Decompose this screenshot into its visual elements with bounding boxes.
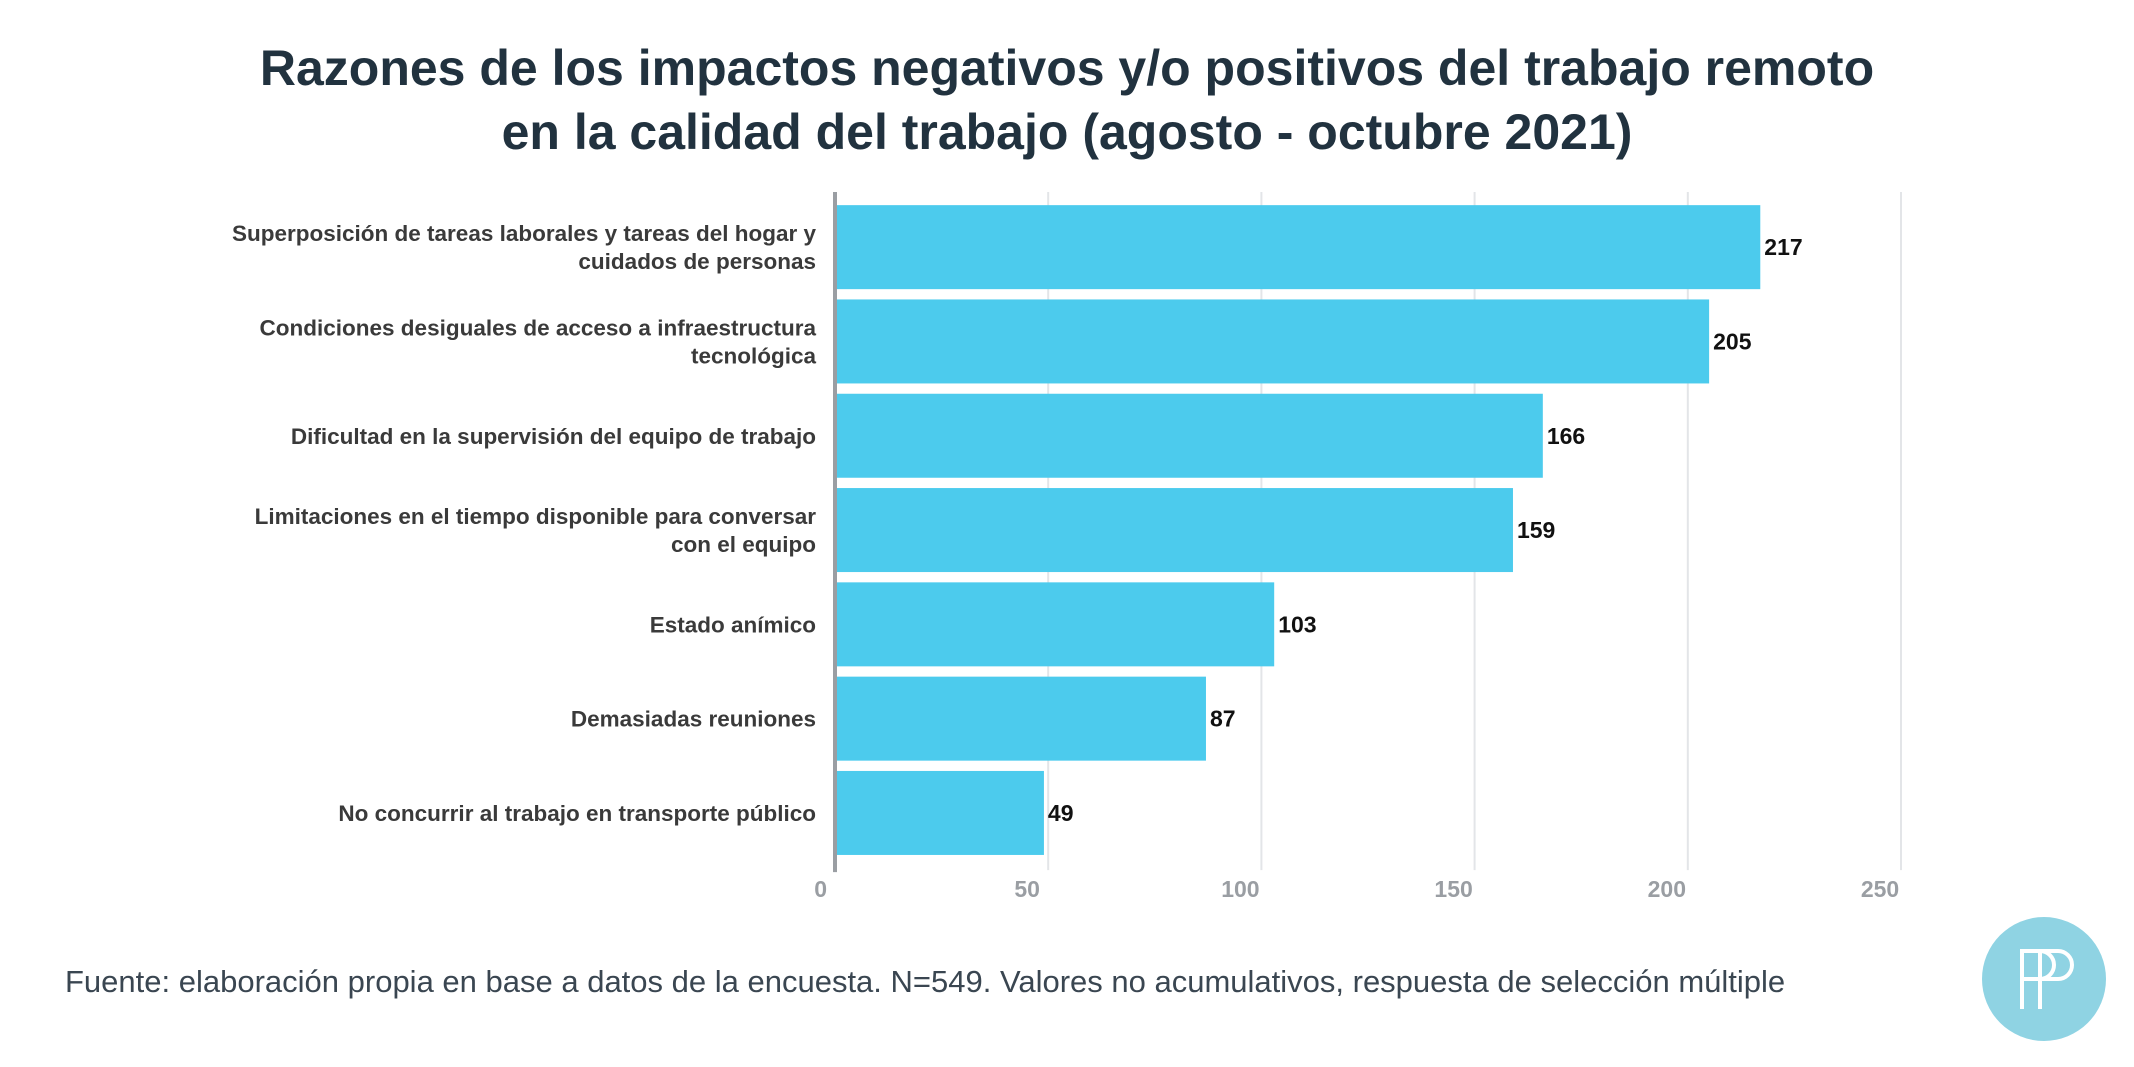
bar-value-label: 103 bbox=[1278, 611, 1316, 637]
x-tick-label: 50 bbox=[1014, 876, 1040, 902]
category-label: Limitaciones en el tiempo disponible par… bbox=[255, 504, 817, 529]
bar-value-label: 159 bbox=[1517, 517, 1555, 543]
bar-value-label: 49 bbox=[1048, 800, 1074, 826]
category-label: tecnológica bbox=[691, 343, 817, 368]
x-tick-label: 100 bbox=[1221, 876, 1259, 902]
category-label: Estado anímico bbox=[650, 612, 816, 637]
category-label: Condiciones desiguales de acceso a infra… bbox=[260, 315, 817, 340]
category-label: con el equipo bbox=[671, 532, 816, 557]
bar bbox=[835, 393, 1543, 478]
x-tick-label: 250 bbox=[1861, 876, 1899, 902]
bar bbox=[835, 488, 1513, 573]
bar bbox=[835, 299, 1710, 384]
x-tick-label: 0 bbox=[814, 876, 827, 902]
chart-title-line-2: en la calidad del trabajo (agosto - octu… bbox=[501, 104, 1633, 160]
x-tick-label: 150 bbox=[1434, 876, 1472, 902]
category-label: Dificultad en la supervisión del equipo … bbox=[291, 424, 816, 449]
bar bbox=[835, 205, 1761, 290]
chart-title-line-1: Razones de los impactos negativos y/o po… bbox=[259, 40, 1875, 96]
bar-value-label: 166 bbox=[1547, 423, 1585, 449]
bar bbox=[835, 676, 1206, 761]
category-label: Superposición de tareas laborales y tare… bbox=[232, 221, 816, 246]
bar-value-label: 205 bbox=[1713, 328, 1752, 354]
x-tick-label: 200 bbox=[1648, 876, 1686, 902]
bar-chart: 217 Superposición de tareas laborales y t… bbox=[232, 192, 1902, 902]
bar-value-label: 217 bbox=[1764, 234, 1802, 260]
bar bbox=[835, 770, 1044, 855]
source-note: Fuente: elaboración propia en base a dat… bbox=[65, 964, 1786, 999]
bar bbox=[835, 582, 1275, 667]
logo-letter-p2 bbox=[2038, 949, 2074, 1009]
category-label: No concurrir al trabajo en transporte pú… bbox=[338, 801, 816, 826]
chart-title: Razones de los impactos negativos y/o po… bbox=[0, 36, 2134, 164]
category-label: Demasiadas reuniones bbox=[571, 707, 816, 732]
pp-monogram-icon bbox=[1982, 917, 2106, 1041]
bar-value-label: 87 bbox=[1210, 706, 1236, 732]
category-label: cuidados de personas bbox=[578, 249, 816, 274]
